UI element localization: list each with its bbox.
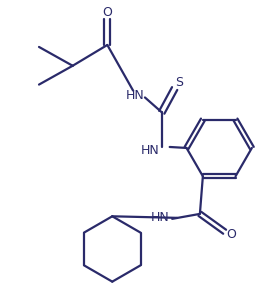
Text: O: O: [102, 6, 112, 19]
Text: HN: HN: [151, 211, 170, 224]
Text: O: O: [227, 228, 237, 241]
Text: S: S: [175, 76, 184, 89]
Text: HN: HN: [141, 145, 159, 158]
Text: HN: HN: [126, 89, 145, 102]
